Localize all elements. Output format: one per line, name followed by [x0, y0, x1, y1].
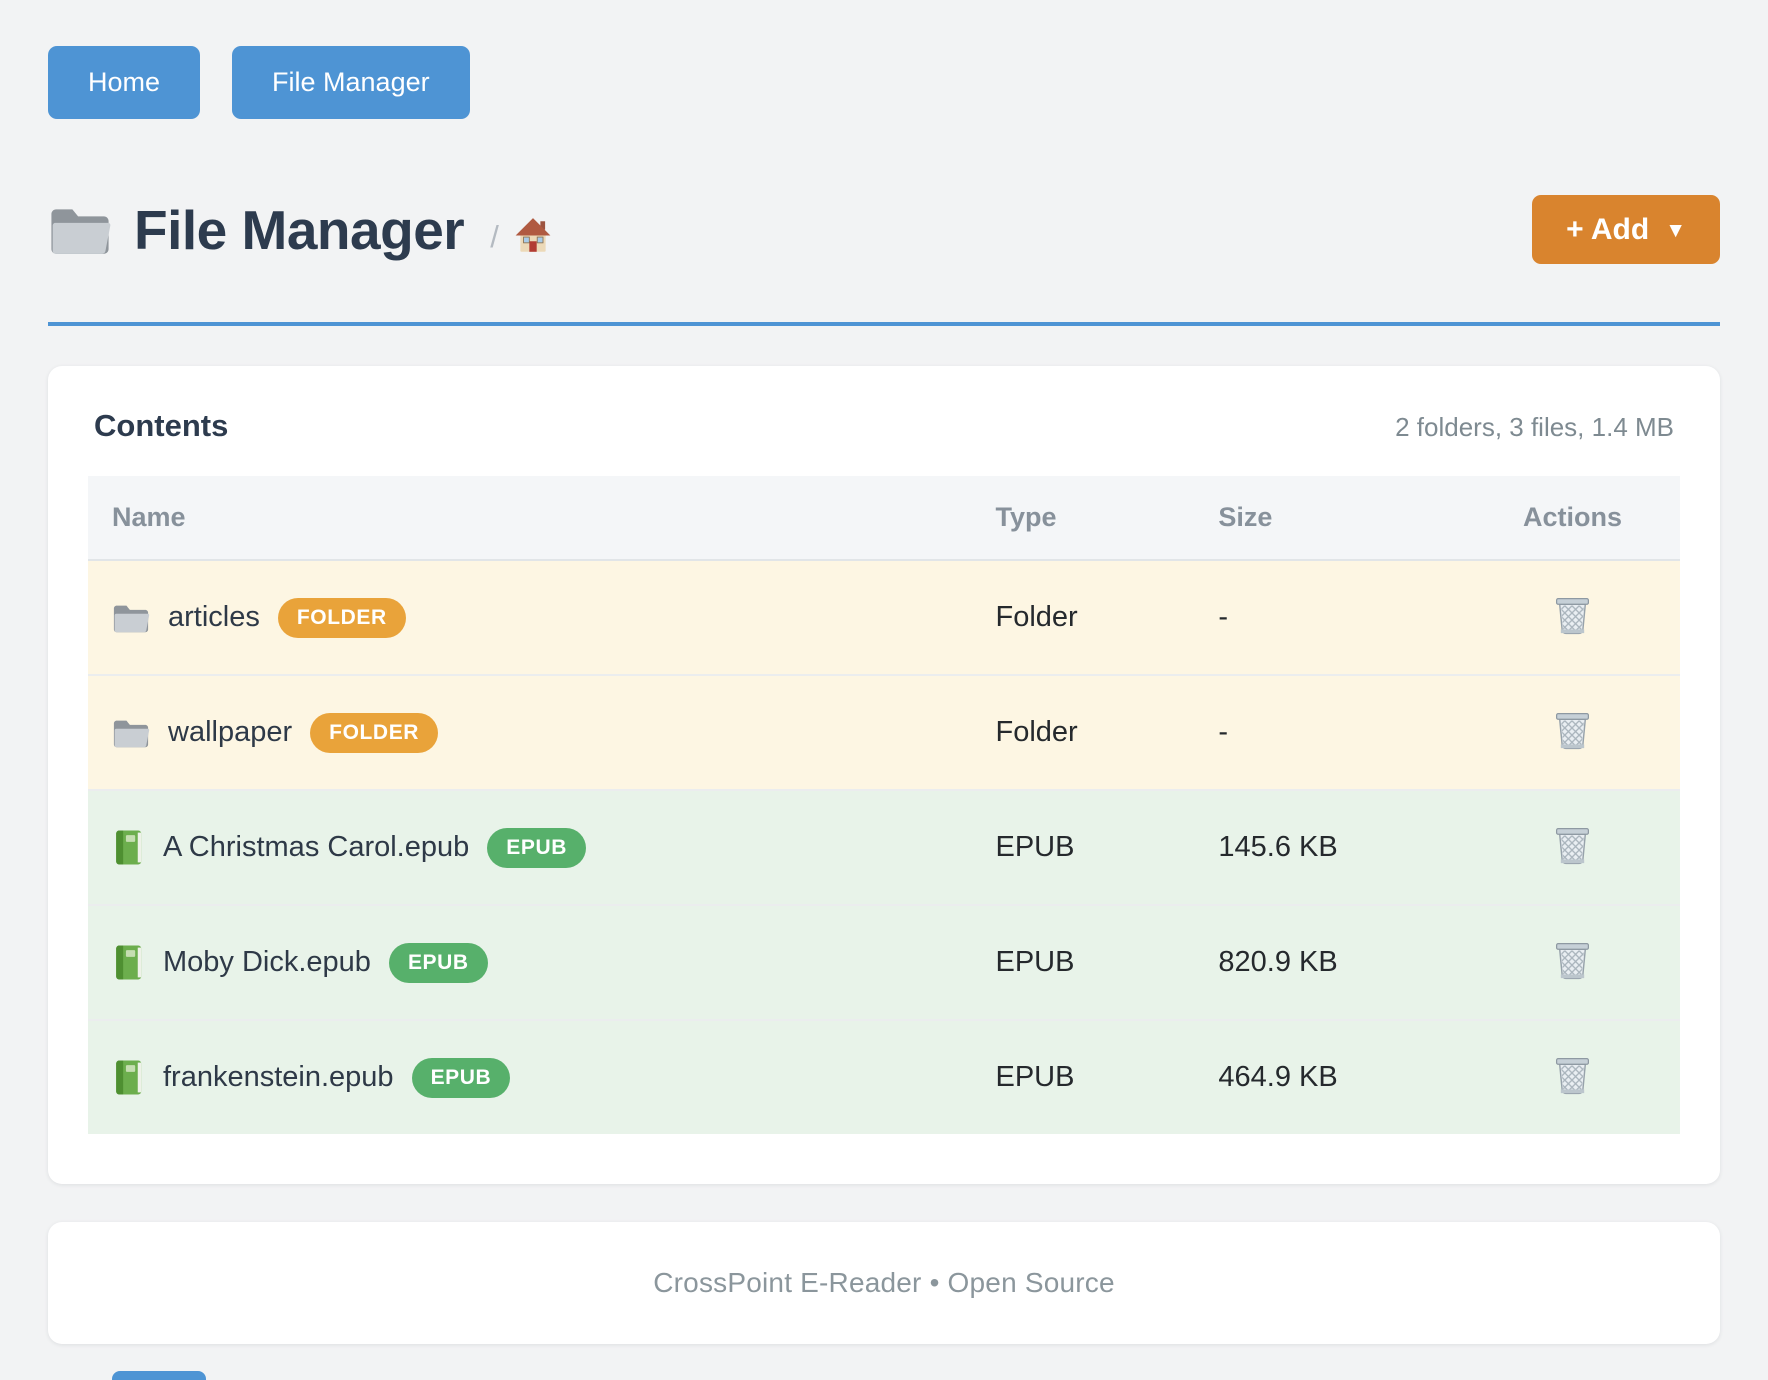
file-type-badge: EPUB — [388, 942, 488, 983]
file-name[interactable]: wallpaper — [168, 716, 293, 748]
file-size-cell: 145.6 KB — [1202, 789, 1466, 905]
contents-title: Contents — [94, 408, 229, 443]
file-type-cell: EPUB — [987, 904, 1203, 1020]
table-row: A Christmas Carol.epub EPUB EPUB 145.6 K… — [88, 789, 1680, 905]
page-header: File Manager / + Add ▼ — [48, 195, 1720, 264]
file-table: Name Type Size Actions articles FOLDER F… — [88, 476, 1680, 1134]
file-type-badge: EPUB — [411, 1057, 511, 1098]
folder-icon — [112, 601, 150, 635]
delete-button[interactable] — [1550, 821, 1595, 870]
file-type-cell: EPUB — [987, 1019, 1203, 1134]
add-button-label: + Add — [1566, 212, 1650, 246]
house-icon[interactable] — [513, 205, 553, 255]
column-header-size: Size — [1202, 476, 1466, 561]
cutoff-bottom-button[interactable] — [112, 1371, 206, 1380]
table-row: wallpaper FOLDER Folder - — [88, 674, 1680, 790]
folder-icon — [112, 716, 150, 750]
top-nav: Home File Manager — [48, 46, 1720, 119]
page-title: File Manager — [134, 198, 465, 261]
footer-text: CrossPoint E-Reader • Open Source — [653, 1267, 1115, 1298]
footer-card: CrossPoint E-Reader • Open Source — [48, 1222, 1720, 1344]
breadcrumb-separator: / — [490, 218, 499, 254]
nav-home-button[interactable]: Home — [48, 46, 201, 119]
delete-button[interactable] — [1550, 936, 1595, 985]
green-book-icon — [112, 829, 145, 866]
file-name[interactable]: frankenstein.epub — [163, 1061, 394, 1093]
wastebasket-icon — [1554, 825, 1591, 866]
file-size-cell: 464.9 KB — [1202, 1019, 1466, 1134]
file-name[interactable]: A Christmas Carol.epub — [163, 831, 470, 863]
nav-file-manager-button[interactable]: File Manager — [232, 46, 470, 119]
file-type-badge: FOLDER — [277, 597, 406, 638]
file-name[interactable]: articles — [168, 601, 260, 633]
add-button[interactable]: + Add ▼ — [1532, 195, 1720, 264]
column-header-actions: Actions — [1465, 476, 1680, 561]
delete-button[interactable] — [1550, 706, 1595, 755]
file-size-cell: - — [1202, 560, 1466, 675]
delete-button[interactable] — [1550, 591, 1595, 640]
file-type-badge: FOLDER — [310, 712, 439, 753]
wastebasket-icon — [1554, 710, 1591, 751]
file-type-cell: EPUB — [987, 789, 1203, 905]
file-type-cell: Folder — [987, 560, 1203, 675]
file-size-cell: 820.9 KB — [1202, 904, 1466, 1020]
contents-card: Contents 2 folders, 3 files, 1.4 MB Name… — [48, 366, 1720, 1184]
column-header-type: Type — [987, 476, 1203, 561]
wastebasket-icon — [1554, 595, 1591, 636]
green-book-icon — [112, 944, 145, 981]
file-type-cell: Folder — [987, 674, 1203, 790]
folder-icon — [48, 203, 112, 257]
file-size-cell: - — [1202, 674, 1466, 790]
contents-summary: 2 folders, 3 files, 1.4 MB — [1395, 412, 1674, 442]
table-row: articles FOLDER Folder - — [88, 560, 1680, 675]
green-book-icon — [112, 1059, 145, 1096]
file-type-badge: EPUB — [487, 827, 586, 868]
chevron-down-icon: ▼ — [1665, 219, 1686, 242]
wastebasket-icon — [1554, 940, 1591, 981]
file-name[interactable]: Moby Dick.epub — [163, 946, 371, 978]
column-header-name: Name — [88, 476, 988, 561]
file-table-body: articles FOLDER Folder - wallpaper FOLDE… — [88, 560, 1680, 1134]
header-divider — [48, 322, 1720, 326]
wastebasket-icon — [1554, 1055, 1591, 1096]
table-row: Moby Dick.epub EPUB EPUB 820.9 KB — [88, 904, 1680, 1020]
table-row: frankenstein.epub EPUB EPUB 464.9 KB — [88, 1019, 1680, 1134]
delete-button[interactable] — [1550, 1051, 1595, 1100]
